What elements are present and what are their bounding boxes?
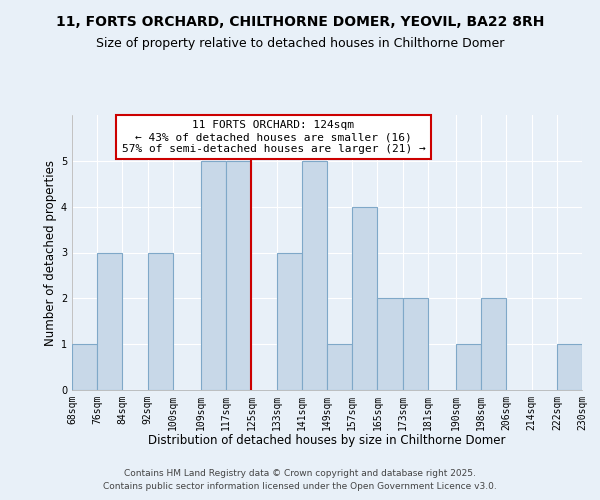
Text: 11, FORTS ORCHARD, CHILTHORNE DOMER, YEOVIL, BA22 8RH: 11, FORTS ORCHARD, CHILTHORNE DOMER, YEO… [56, 15, 544, 29]
Text: Contains HM Land Registry data © Crown copyright and database right 2025.: Contains HM Land Registry data © Crown c… [124, 468, 476, 477]
Bar [201, 161, 226, 390]
Bar [403, 298, 428, 390]
Bar [327, 344, 352, 390]
Y-axis label: Number of detached properties: Number of detached properties [44, 160, 57, 346]
Bar [226, 161, 251, 390]
Bar [148, 252, 173, 390]
X-axis label: Distribution of detached houses by size in Chilthorne Domer: Distribution of detached houses by size … [148, 434, 506, 448]
Bar [352, 206, 377, 390]
Bar [302, 161, 327, 390]
Text: Size of property relative to detached houses in Chilthorne Domer: Size of property relative to detached ho… [96, 38, 504, 51]
Bar [481, 298, 506, 390]
Text: 11 FORTS ORCHARD: 124sqm
← 43% of detached houses are smaller (16)
57% of semi-d: 11 FORTS ORCHARD: 124sqm ← 43% of detach… [122, 120, 425, 154]
Text: Contains public sector information licensed under the Open Government Licence v3: Contains public sector information licen… [103, 482, 497, 491]
Bar [456, 344, 481, 390]
Bar [557, 344, 582, 390]
Bar [97, 252, 122, 390]
Bar [377, 298, 403, 390]
Bar [277, 252, 302, 390]
Bar [72, 344, 97, 390]
